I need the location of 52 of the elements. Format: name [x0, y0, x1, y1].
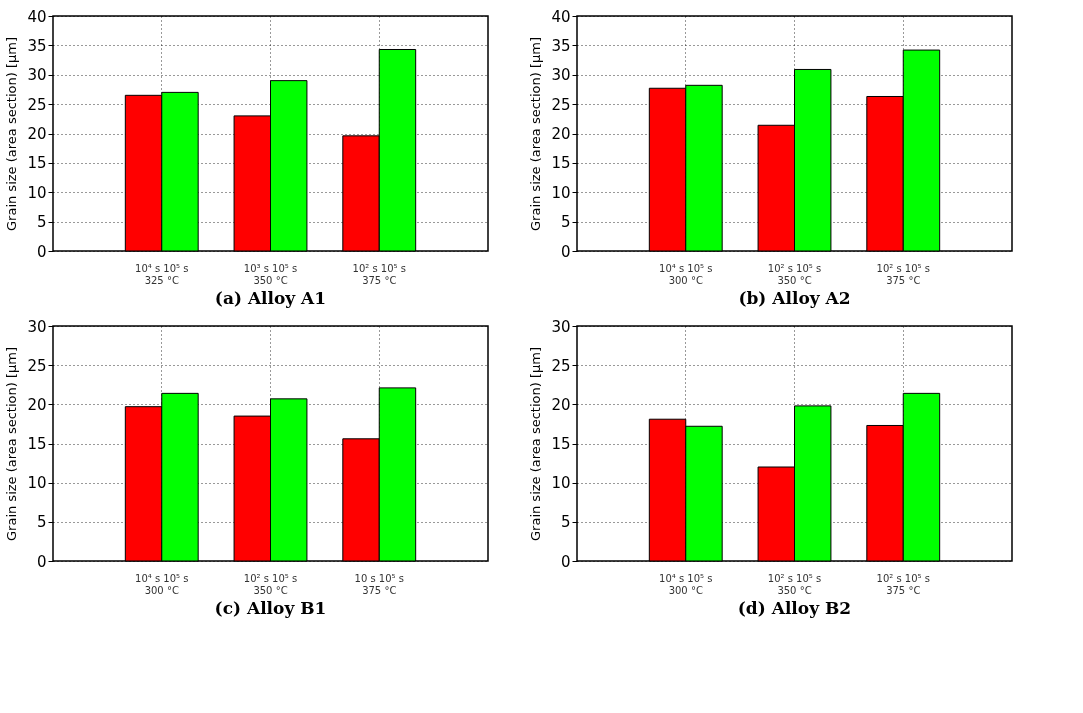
y-tick-label: 30	[27, 317, 47, 336]
y-axis-title: Grain size (area section) [µm]	[528, 346, 544, 542]
y-tick-label: 30	[551, 317, 571, 336]
x-tick-label: 10⁴ s 10⁵ s 325 °C	[135, 262, 189, 286]
y-tick-label: 10	[27, 183, 47, 202]
y-tick-label: 0	[36, 552, 47, 571]
y-tick-label: 35	[551, 36, 571, 55]
text: (a) Alloy A1	[214, 288, 327, 308]
y-tick-label: 10	[551, 474, 571, 493]
y-tick-label: 5	[560, 513, 571, 532]
y-tick-label: 20	[551, 125, 571, 143]
y-tick-label: 10	[551, 183, 571, 202]
x-tick-label: 10⁴ s 10⁵ s 300 °C	[659, 262, 713, 286]
y-tick-label: 20	[551, 395, 571, 414]
y-axis-title: Grain size (area section) [µm]	[4, 346, 20, 542]
y-axis-title: Grain size (area section) [µm]	[528, 36, 544, 232]
y-axis-title: Grain size (area section) [µm]	[4, 36, 20, 232]
y-tick-label: 15	[551, 154, 571, 173]
x-tick-label: 10⁴ s 10⁵ s 300 °C	[659, 572, 713, 596]
y-tick-label: 25	[551, 95, 571, 114]
y-tick-label: 5	[560, 213, 571, 232]
y-tick-label: 15	[551, 435, 571, 453]
y-tick-label: 25	[27, 95, 47, 114]
y-tick-label: 30	[27, 66, 47, 85]
y-tick-label: 35	[27, 36, 47, 55]
y-tick-label: 20	[27, 395, 47, 414]
text: (b) Alloy A2	[738, 288, 851, 308]
x-tick-label: 10² s 10⁵ s 350 °C	[767, 572, 822, 596]
x-tick-label: 10² s 10⁵ s 375 °C	[876, 572, 930, 596]
y-tick-label: 25	[27, 356, 47, 375]
y-tick-label: 0	[560, 552, 571, 571]
text: (d) Alloy B2	[737, 598, 852, 618]
y-tick-label: 25	[551, 356, 571, 375]
y-tick-label: 10	[27, 474, 47, 493]
text: (c) Alloy B1	[214, 598, 327, 618]
x-tick-label: 10² s 10⁵ s 375 °C	[876, 262, 930, 286]
y-tick-label: 0	[36, 242, 47, 261]
x-tick-label: 10² s 10⁵ s 375 °C	[352, 262, 406, 286]
y-tick-label: 15	[27, 154, 47, 173]
y-tick-label: 40	[551, 7, 571, 26]
y-tick-label: 30	[551, 66, 571, 85]
y-tick-label: 15	[27, 435, 47, 453]
x-tick-label: 10³ s 10⁵ s 350 °C	[243, 262, 298, 286]
x-tick-label: 10² s 10⁵ s 350 °C	[767, 262, 822, 286]
y-tick-label: 5	[36, 513, 47, 532]
y-tick-label: 40	[27, 7, 47, 26]
x-tick-label: 10⁴ s 10⁵ s 300 °C	[135, 572, 189, 596]
y-tick-label: 20	[27, 125, 47, 143]
x-tick-label: 10 s 10⁵ s 375 °C	[354, 572, 404, 596]
y-tick-label: 0	[560, 242, 571, 261]
y-tick-label: 5	[36, 213, 47, 232]
x-tick-label: 10² s 10⁵ s 350 °C	[243, 572, 298, 596]
